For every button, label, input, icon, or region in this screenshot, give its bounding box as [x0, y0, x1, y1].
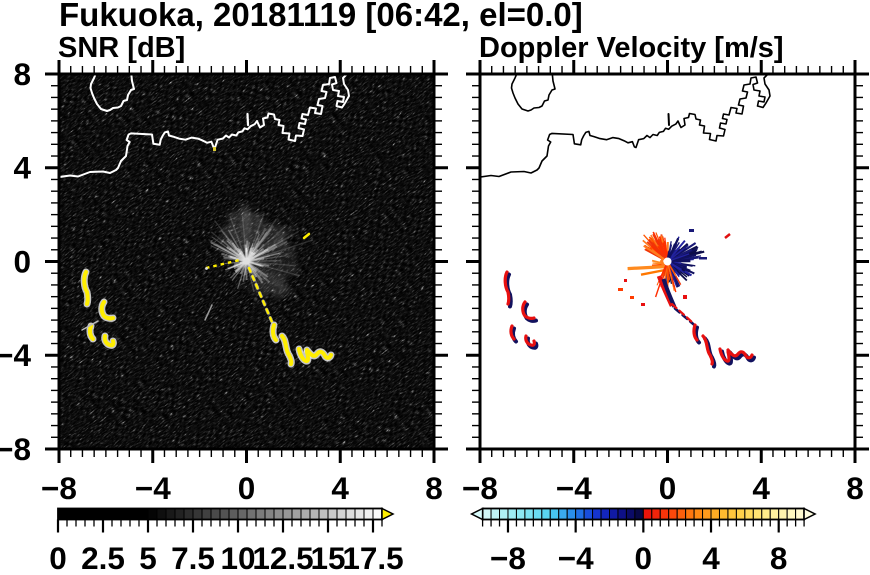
svg-text:0: 0 [238, 470, 256, 506]
svg-text:8: 8 [846, 470, 864, 506]
svg-text:2.5: 2.5 [81, 540, 125, 570]
svg-text:12.5: 12.5 [252, 540, 313, 570]
svg-text:−8: −8 [41, 470, 77, 506]
svg-text:8: 8 [13, 56, 31, 92]
svg-text:−4: −4 [0, 337, 31, 373]
svg-text:−8: −8 [462, 470, 498, 506]
svg-text:0: 0 [49, 540, 67, 570]
svg-text:4: 4 [331, 470, 349, 506]
svg-text:8: 8 [770, 540, 788, 570]
svg-text:15: 15 [310, 540, 345, 570]
svg-text:0: 0 [13, 243, 31, 279]
svg-text:0: 0 [635, 540, 653, 570]
svg-text:8: 8 [425, 470, 443, 506]
svg-text:−4: −4 [556, 470, 592, 506]
svg-text:4: 4 [702, 540, 720, 570]
svg-text:−4: −4 [558, 540, 594, 570]
svg-text:−8: −8 [0, 431, 31, 467]
svg-text:0: 0 [659, 470, 677, 506]
svg-text:Doppler Velocity [m/s]: Doppler Velocity [m/s] [479, 32, 784, 64]
svg-text:4: 4 [13, 150, 31, 186]
svg-text:10: 10 [220, 540, 255, 570]
svg-text:−4: −4 [135, 470, 171, 506]
svg-text:17.5: 17.5 [342, 540, 403, 570]
svg-text:7.5: 7.5 [171, 540, 215, 570]
svg-text:5: 5 [139, 540, 157, 570]
svg-text:4: 4 [752, 470, 770, 506]
svg-text:Fukuoka, 20181119 [06:42, el=0: Fukuoka, 20181119 [06:42, el=0.0] [59, 0, 583, 33]
svg-text:SNR [dB]: SNR [dB] [58, 32, 185, 64]
svg-text:−8: −8 [490, 540, 526, 570]
